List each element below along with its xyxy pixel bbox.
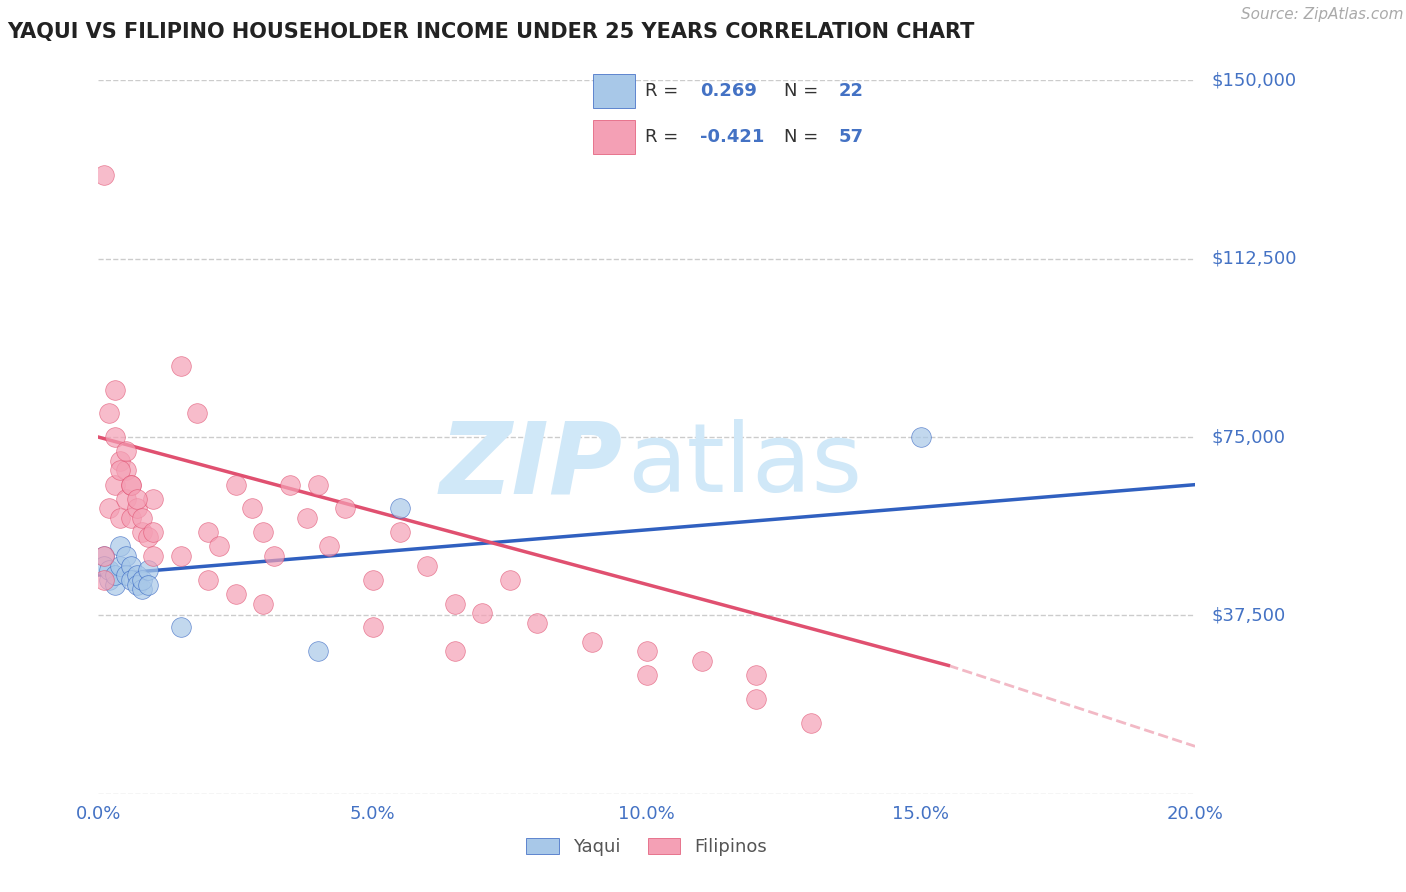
- Point: [136, 563, 159, 577]
- Point: [636, 668, 658, 682]
- Point: [120, 477, 142, 491]
- Point: [115, 491, 138, 506]
- Point: [120, 477, 142, 491]
- Point: [444, 644, 467, 658]
- Point: [115, 549, 138, 563]
- Point: [131, 582, 153, 597]
- Point: [910, 430, 932, 444]
- Point: [98, 501, 121, 516]
- Legend: Yaqui, Filipinos: Yaqui, Filipinos: [519, 830, 775, 863]
- Point: [104, 430, 127, 444]
- Point: [388, 525, 412, 540]
- Point: [170, 549, 193, 563]
- Text: N =: N =: [785, 128, 824, 145]
- Point: [526, 615, 548, 630]
- Point: [131, 511, 153, 525]
- Point: [263, 549, 285, 563]
- Point: [444, 597, 467, 611]
- Point: [115, 568, 138, 582]
- Point: [93, 573, 115, 587]
- Point: [93, 558, 115, 573]
- Point: [115, 463, 138, 477]
- Text: atlas: atlas: [627, 419, 862, 512]
- Text: 22: 22: [839, 82, 863, 100]
- Point: [197, 573, 219, 587]
- Point: [110, 463, 132, 477]
- Point: [307, 644, 329, 658]
- Point: [104, 477, 127, 491]
- Point: [208, 540, 231, 554]
- Point: [307, 477, 329, 491]
- Text: YAQUI VS FILIPINO HOUSEHOLDER INCOME UNDER 25 YEARS CORRELATION CHART: YAQUI VS FILIPINO HOUSEHOLDER INCOME UND…: [7, 22, 974, 42]
- Point: [636, 644, 658, 658]
- Point: [240, 501, 263, 516]
- Text: $112,500: $112,500: [1212, 250, 1298, 268]
- Text: Source: ZipAtlas.com: Source: ZipAtlas.com: [1240, 7, 1403, 22]
- Point: [110, 540, 132, 554]
- Point: [98, 563, 121, 577]
- Text: ZIP: ZIP: [440, 417, 623, 514]
- Text: R =: R =: [645, 128, 683, 145]
- Point: [499, 573, 522, 587]
- Point: [318, 540, 340, 554]
- Point: [170, 620, 193, 634]
- Point: [125, 501, 148, 516]
- Point: [170, 359, 193, 373]
- Text: 57: 57: [839, 128, 863, 145]
- Point: [388, 501, 412, 516]
- Point: [295, 511, 318, 525]
- Point: [131, 525, 153, 540]
- Point: [225, 587, 247, 601]
- Point: [197, 525, 219, 540]
- Point: [361, 573, 384, 587]
- Point: [104, 577, 127, 591]
- Point: [93, 549, 115, 563]
- Text: $75,000: $75,000: [1212, 428, 1285, 446]
- Point: [120, 558, 142, 573]
- Point: [361, 620, 384, 634]
- Point: [142, 491, 165, 506]
- Point: [104, 568, 127, 582]
- Point: [131, 573, 153, 587]
- Point: [104, 383, 127, 397]
- Point: [142, 525, 165, 540]
- Point: [98, 406, 121, 420]
- Text: -0.421: -0.421: [700, 128, 765, 145]
- Point: [690, 654, 713, 668]
- Point: [745, 668, 768, 682]
- Point: [110, 511, 132, 525]
- Point: [125, 491, 148, 506]
- Text: $150,000: $150,000: [1212, 71, 1296, 89]
- Point: [252, 525, 274, 540]
- Text: R =: R =: [645, 82, 683, 100]
- Point: [110, 558, 132, 573]
- Text: $37,500: $37,500: [1212, 607, 1286, 624]
- Point: [115, 444, 138, 458]
- Point: [335, 501, 357, 516]
- Point: [125, 577, 148, 591]
- Point: [120, 511, 142, 525]
- Text: 0.269: 0.269: [700, 82, 756, 100]
- Text: N =: N =: [785, 82, 824, 100]
- Point: [93, 549, 115, 563]
- Point: [416, 558, 439, 573]
- Point: [125, 568, 148, 582]
- Point: [225, 477, 247, 491]
- Point: [98, 573, 121, 587]
- Point: [280, 477, 302, 491]
- Point: [110, 454, 132, 468]
- Point: [120, 573, 142, 587]
- Point: [136, 530, 159, 544]
- Point: [93, 169, 115, 183]
- Point: [800, 715, 823, 730]
- Point: [136, 577, 159, 591]
- Point: [142, 549, 165, 563]
- Point: [471, 606, 494, 620]
- Point: [745, 691, 768, 706]
- Point: [581, 634, 603, 648]
- Bar: [593, 120, 636, 153]
- Point: [252, 597, 274, 611]
- Bar: [593, 74, 636, 108]
- Point: [186, 406, 208, 420]
